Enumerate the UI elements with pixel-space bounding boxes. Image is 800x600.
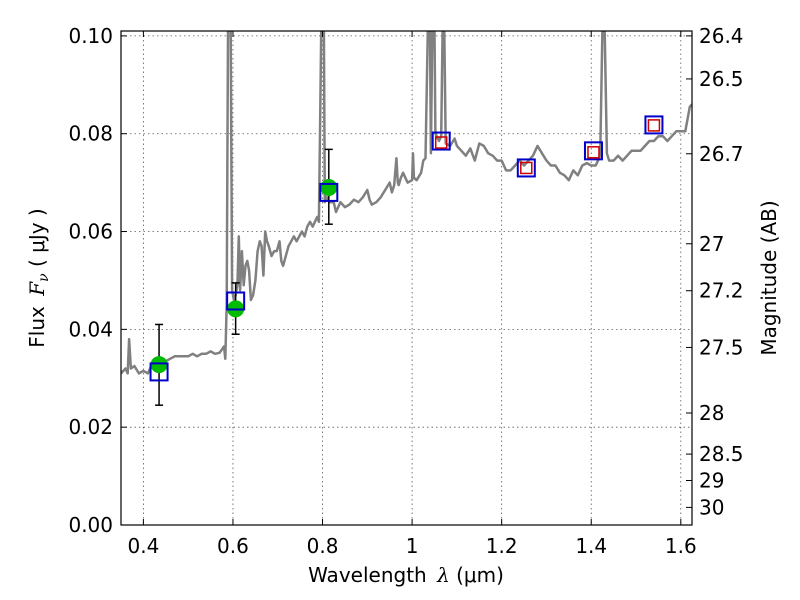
y2-tick-label: 26.4 (699, 24, 744, 48)
y2-tick-label: 27 (699, 232, 724, 256)
predicted-flux-square (647, 119, 661, 132)
x-axis-label: Wavelength λ (μm) (308, 563, 504, 587)
y2-tick-label: 26.7 (699, 142, 744, 166)
model-band-flux-square (149, 362, 169, 382)
predicted-flux-square (587, 146, 600, 159)
data-layer (121, 31, 692, 406)
model-spectrum-line (121, 31, 692, 375)
x-tick-label: 1.6 (665, 534, 697, 558)
y2-axis-label: Magnitude (AB) (757, 200, 781, 355)
x-tick-label: 0.8 (307, 534, 339, 558)
predicted-flux-square (520, 161, 533, 175)
observed-flux-point (150, 356, 168, 374)
model-band-flux-square (431, 131, 451, 151)
observed-flux-point (320, 179, 338, 197)
x-tick-label: 0.6 (217, 534, 249, 558)
y2-tick-label: 30 (699, 495, 724, 519)
y2-tick-label: 28.5 (699, 442, 744, 466)
y2-tick-label: 29 (699, 468, 724, 492)
x-tick-label: 1.4 (575, 534, 607, 558)
y2-tick-label: 28 (699, 401, 724, 425)
plot-frame (120, 30, 693, 526)
y-tick-label: 0.00 (68, 513, 113, 537)
y-tick-label: 0.04 (68, 317, 113, 341)
y-tick-label: 0.06 (68, 220, 113, 244)
model-band-flux-square (319, 182, 339, 202)
y2-tick-label: 27.2 (699, 279, 744, 303)
y2-tick-label: 27.5 (699, 335, 744, 359)
axes: 0.4 0.6 0.8 1 1.2 1.4 1.6 0.00 0.02 0.04 0.06 0.08 0… (68, 24, 743, 558)
model-band-flux-square (516, 158, 536, 178)
x-tick-label: 1 (406, 534, 419, 558)
y-tick-label: 0.02 (68, 415, 113, 439)
y2-tick-label: 26.5 (699, 67, 744, 91)
model-band-flux-square (226, 291, 246, 311)
y-tick-label: 0.10 (68, 24, 113, 48)
x-tick-label: 0.4 (127, 534, 159, 558)
model-band-flux-square (644, 115, 664, 135)
y-axis-label: Flux Fν ( μJy ) (25, 208, 52, 347)
x-tick-label: 1.2 (486, 534, 518, 558)
predicted-flux-square (434, 136, 448, 149)
model-band-flux-square (583, 141, 603, 161)
y-tick-label: 0.08 (68, 122, 113, 146)
